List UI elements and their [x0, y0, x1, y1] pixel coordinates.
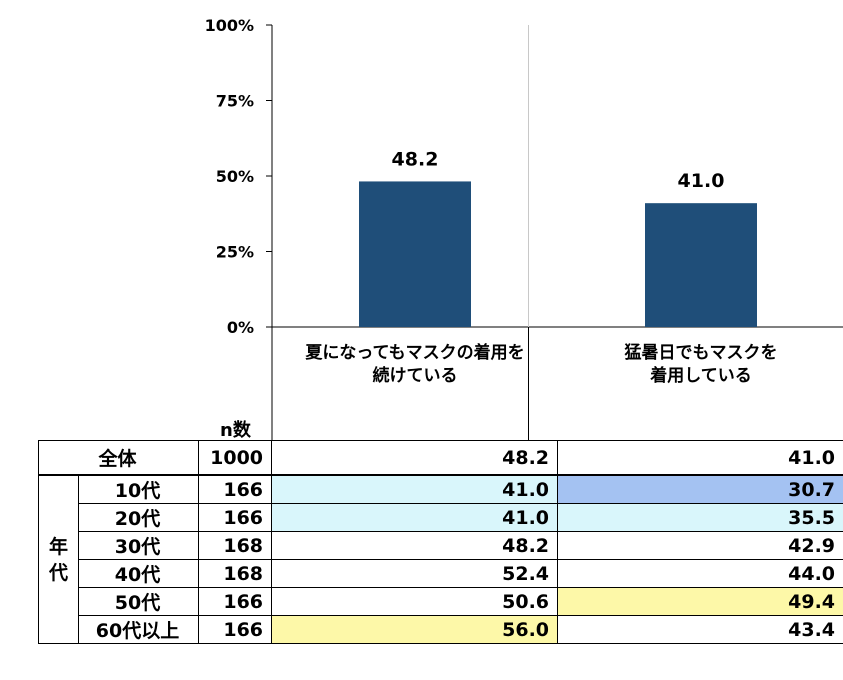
- table-row: 30代 168 48.2 42.9: [39, 531, 843, 560]
- y-tick-label: 75%: [216, 92, 254, 111]
- value-cell-2: 30.7: [557, 474, 843, 504]
- category-label-line: 夏になってもマスクの着用を: [305, 342, 524, 363]
- table-row: 20代 166 41.0 35.5: [39, 503, 843, 532]
- data-labels: 48.2 41.0: [392, 148, 725, 192]
- table-row: 50代 166 50.6 49.4: [39, 587, 843, 616]
- value-cell-2: 49.4: [557, 587, 843, 616]
- value-cell-1: 41.0: [271, 503, 559, 532]
- table-row-total: 全体 1000 48.2 41.0: [37, 440, 843, 476]
- row-label: 60代以上: [77, 615, 200, 644]
- n-cell: 166: [198, 503, 273, 532]
- bar: [645, 203, 757, 327]
- n-cell: 166: [198, 615, 273, 644]
- category-label: 猛暑日でもマスクを着用している: [624, 342, 778, 386]
- y-tick-label: 100%: [205, 16, 254, 35]
- n-cell: 168: [198, 531, 273, 560]
- table-row: 40代 168 52.4 44.0: [39, 559, 843, 588]
- row-label: 50代: [77, 587, 200, 616]
- n-cell: 1000: [198, 440, 273, 476]
- value-cell-2: 41.0: [557, 440, 843, 476]
- n-cell: 166: [198, 474, 273, 504]
- value-cell-1: 56.0: [271, 615, 559, 644]
- row-label: 30代: [77, 531, 200, 560]
- category-label-line: 着用している: [649, 365, 752, 386]
- value-cell-1: 50.6: [271, 587, 559, 616]
- chart-axes: [271, 25, 843, 440]
- value-cell-1: 48.2: [271, 440, 559, 476]
- row-label: 40代: [77, 559, 200, 588]
- category-label-line: 猛暑日でもマスクを: [624, 342, 778, 363]
- bars: [359, 181, 757, 327]
- value-cell-2: 42.9: [557, 531, 843, 560]
- value-cell-1: 41.0: [271, 474, 559, 504]
- y-axis-ticks: 0% 25% 50% 75% 100%: [205, 16, 272, 337]
- row-label: 20代: [77, 503, 200, 532]
- category-label-line: 続けている: [373, 365, 458, 386]
- n-count-header: n数: [220, 419, 252, 440]
- n-cell: 166: [198, 587, 273, 616]
- data-label: 48.2: [392, 148, 439, 170]
- bar: [359, 181, 471, 327]
- value-cell-1: 52.4: [271, 559, 559, 588]
- y-tick-label: 0%: [227, 318, 254, 337]
- group-label-char: 年: [48, 535, 68, 558]
- y-tick-label: 25%: [216, 243, 254, 262]
- crosstab-table: 全体 1000 48.2 41.0 年代 10代 166 41.0 30.7 20代 166…: [37, 440, 843, 644]
- table-row: 年代 10代 166 41.0 30.7: [38, 474, 843, 644]
- group-label-char: 代: [48, 561, 68, 584]
- category-labels: 夏になってもマスクの着用を続けている 猛暑日でもマスクを着用している: [305, 342, 777, 386]
- row-label-total: 全体: [37, 440, 200, 476]
- value-cell-2: 44.0: [557, 559, 843, 588]
- data-label: 41.0: [678, 170, 725, 192]
- value-cell-2: 43.4: [557, 615, 843, 644]
- value-cell-2: 35.5: [557, 503, 843, 532]
- value-cell-1: 48.2: [271, 531, 559, 560]
- y-tick-label: 50%: [216, 167, 254, 186]
- group-label-age: 年代: [38, 474, 79, 644]
- bar-chart: 0% 25% 50% 75% 100% 48.2 41.0 夏になってもマスクの着用を続け…: [205, 16, 843, 440]
- row-label: 10代: [77, 474, 200, 504]
- category-label: 夏になってもマスクの着用を続けている: [305, 342, 524, 386]
- n-cell: 168: [198, 559, 273, 588]
- table-row: 60代以上 166 56.0 43.4: [39, 615, 843, 644]
